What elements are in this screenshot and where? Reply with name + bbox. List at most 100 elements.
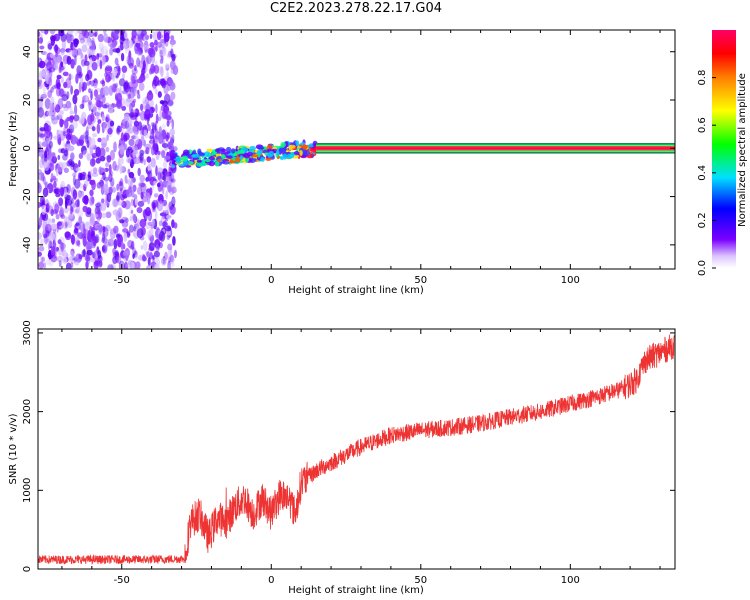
spectrogram-noise-blob: [68, 128, 73, 133]
spectrogram-noise-blob: [154, 39, 158, 46]
spectrogram-noise-blob: [96, 53, 103, 58]
spectrogram-noise-blob: [100, 80, 105, 85]
spectrogram-noise-blob: [118, 181, 124, 192]
spectrogram-noise-blob: [138, 60, 143, 69]
spectrogram-noise-blob: [149, 187, 153, 196]
spectrogram-noise-blob: [57, 111, 64, 118]
spectrogram-noise-blob: [112, 198, 118, 208]
spectrogram-noise-blob: [68, 73, 72, 81]
spectrogram-noise-blob: [102, 104, 108, 109]
spectrogram-noise-blob: [56, 255, 64, 263]
spectrogram-noise-blob: [155, 113, 159, 124]
spectrogram-noise-blob: [164, 204, 170, 213]
spectrogram-noise-blob: [136, 218, 140, 227]
spectrogram-noise-blob: [72, 206, 75, 216]
spectrogram-noise-blob: [151, 53, 156, 64]
spectrogram-noise-blob: [116, 201, 124, 206]
spectrogram-signal-blob: [235, 157, 241, 163]
spectrogram-noise-blob: [38, 183, 42, 194]
spectrogram-noise-blob: [56, 74, 62, 80]
spectrogram-noise-blob: [71, 121, 78, 129]
x-tick-label: 0: [268, 575, 274, 586]
spectrogram-noise-blob: [112, 83, 116, 93]
spectrogram-noise-blob: [162, 175, 167, 181]
spectrogram-noise-blob: [56, 114, 63, 121]
spectrogram-noise-blob: [50, 208, 54, 217]
spectrogram-noise-blob: [47, 43, 53, 50]
spectrogram-noise-blob: [169, 205, 176, 215]
spectrogram-noise-blob: [102, 232, 106, 243]
spectrogram-noise-blob: [43, 161, 50, 171]
spectrogram-noise-blob: [123, 113, 130, 122]
band-peak-core: [316, 147, 675, 150]
spectrogram-noise-blob: [54, 188, 58, 195]
spectrogram-noise-blob: [132, 253, 135, 259]
spectrogram-noise-blob: [41, 69, 49, 78]
spectrogram-noise-blob: [69, 110, 74, 115]
snr-y-axis-label: SNR (10 * v/v): [8, 413, 19, 484]
spectrogram-noise-blob: [58, 30, 65, 37]
spectrogram-noise-blob: [109, 149, 115, 161]
spectrogram-noise-blob: [97, 261, 103, 268]
spectrogram-signal-blob: [191, 153, 200, 158]
spectrogram-noise-blob: [140, 182, 147, 194]
spectrogram-noise-blob: [91, 55, 97, 62]
spectrogram-noise-blob: [62, 257, 68, 264]
y-tick-label: 3000: [22, 320, 33, 345]
spectrogram-y-axis-label: Frequency (Hz): [8, 111, 19, 187]
spectrogram-noise-blob: [140, 191, 144, 200]
spectrogram-noise-blob: [137, 89, 140, 95]
spectrogram-signal-blob: [215, 149, 220, 152]
spectrogram-noise-blob: [60, 61, 64, 68]
spectrogram-signal-blob: [239, 155, 244, 161]
spectrogram-noise-blob: [64, 231, 71, 239]
spectrogram-noise-blob: [171, 119, 175, 130]
spectrogram-noise-blob: [152, 135, 158, 146]
spectrogram-noise-blob: [116, 125, 121, 136]
spectrogram-noise-blob: [78, 153, 84, 159]
spectrogram-noise-blob: [143, 40, 149, 52]
spectrogram-noise-blob: [145, 206, 151, 217]
spectrogram-noise-blob: [146, 54, 152, 65]
spectrogram-noise-blob: [171, 186, 177, 194]
spectrogram-noise-blob: [103, 242, 108, 250]
spectrogram-noise-blob: [115, 47, 121, 54]
spectrogram-noise-blob: [123, 134, 128, 142]
spectrogram-noise-blob: [157, 91, 162, 98]
spectrogram-noise-blob: [99, 147, 106, 158]
spectrogram-noise-blob: [101, 114, 105, 122]
spectrogram-noise-blob: [118, 180, 122, 187]
spectrogram-noise-blob: [45, 259, 52, 266]
spectrogram-noise-blob: [149, 135, 154, 140]
spectrogram-noise-blob: [133, 194, 138, 200]
spectrogram-signal-blob: [171, 160, 176, 165]
spectrogram-noise-blob: [100, 137, 108, 149]
spectrogram-noise-blob: [45, 230, 50, 238]
spectrogram-signal-blob: [183, 149, 190, 155]
spectrogram-noise-blob: [83, 30, 90, 39]
spectrogram-noise-blob: [146, 91, 154, 101]
spectrogram-noise-blob: [95, 224, 103, 230]
spectrogram-noise-blob: [116, 233, 120, 239]
spectrogram-noise-blob: [61, 135, 65, 141]
spectrogram-noise-blob: [47, 205, 54, 214]
spectrogram-noise-blob: [125, 179, 129, 184]
spectrogram-panel: -50 0 50 100 -40 -20 0 20 40 Height of straight…: [8, 29, 676, 296]
y-tick-label: 40: [22, 45, 33, 58]
spectrogram-noise-blob: [70, 85, 73, 95]
spectrogram-signal-blob: [310, 148, 317, 153]
spectrogram-noise-blob: [93, 32, 96, 37]
spectrogram-noise-blob: [119, 178, 124, 187]
spectrogram-noise-blob: [135, 112, 138, 118]
spectrogram-noise-blob: [69, 116, 74, 123]
spectrogram-noise-blob: [136, 57, 141, 68]
spectrogram-noise-blob: [50, 156, 55, 162]
colorbar-gradient: [712, 30, 736, 268]
spectrogram-signal-blob: [286, 153, 295, 159]
y-tick-label: 0: [22, 145, 33, 151]
spectrogram-noise-blob: [66, 55, 70, 63]
spectrogram-noise-blob: [109, 120, 115, 127]
spectrogram-noise-blob: [113, 67, 118, 77]
spectrogram-noise-blob: [157, 203, 163, 212]
spectrogram-noise-blob: [72, 94, 78, 105]
